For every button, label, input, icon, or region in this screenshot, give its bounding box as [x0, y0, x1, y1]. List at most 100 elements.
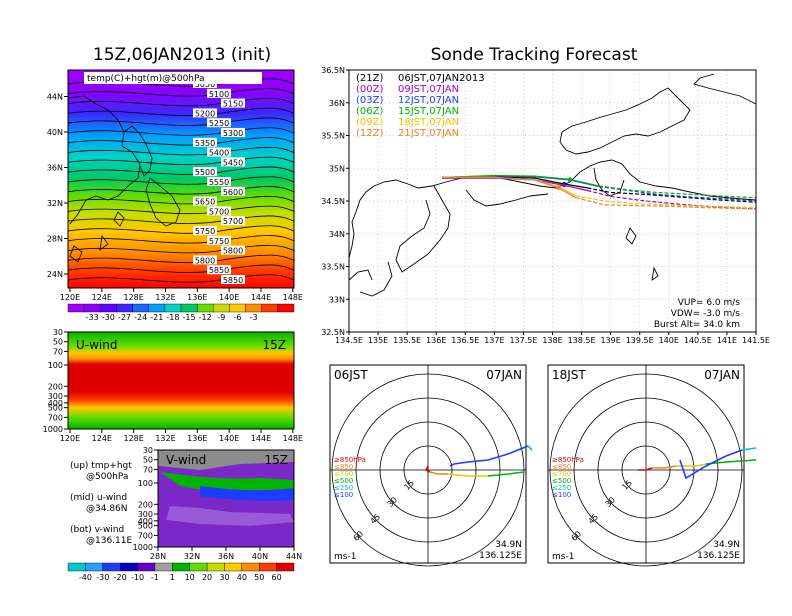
legend-time: 18JST,07JAN	[398, 117, 459, 128]
colorbar-label: 60	[272, 573, 282, 582]
y-tick-label: 100	[138, 479, 153, 488]
vwind-x-ticks: 28N 32N 36N 40N 44N	[150, 547, 302, 561]
y-tick-label: 1000	[133, 543, 153, 552]
param-burst-alt: Burst Alt= 34.0 km	[654, 320, 740, 330]
y-tick-label: 500	[48, 404, 63, 413]
colorbar-swatch	[116, 303, 133, 313]
contour-label: 5500	[195, 168, 215, 177]
colorbar-label: 50	[254, 573, 264, 582]
hodo-time: 06JST	[334, 368, 368, 382]
hodo-legend-item: ≤850	[552, 463, 571, 471]
track-line-descent	[598, 186, 757, 202]
legend-code: (00Z)	[356, 84, 383, 95]
y-tick-label: 400	[48, 399, 63, 408]
wind-colorbar: -40 -30 -20 -10 -1 1 10 20 30 40 50 60	[67, 562, 295, 582]
note-up-1: (up) tmp+hgt	[70, 461, 132, 471]
hodo-legend-item: ≤500	[334, 477, 353, 485]
contour-label: 5800	[223, 247, 243, 256]
map500-label: temp(C)+hgt(m)@500hPa	[87, 74, 205, 84]
contour-label: 5750	[195, 227, 215, 236]
y-tick-label: 24N	[47, 270, 63, 279]
legend-time: 06JST,07JAN2013	[398, 73, 485, 84]
colorbar-swatch	[119, 562, 138, 572]
colorbar-swatch	[224, 562, 243, 572]
y-tick-label: 200	[138, 500, 153, 509]
x-tick-label: 28N	[150, 552, 166, 561]
x-tick-label: 136E	[426, 336, 446, 345]
y-tick-label: 32N	[47, 199, 63, 208]
hodo-lat: 34.9N	[495, 540, 522, 550]
colorbar-label: 1	[170, 573, 175, 582]
y-tick-label: 34N	[329, 230, 345, 239]
y-tick-label: 33.5N	[321, 263, 345, 272]
colorbar-swatch	[241, 562, 260, 572]
hodo-label-bg	[478, 367, 524, 381]
y-tick-label: 1000	[43, 425, 63, 434]
contour-label-bg	[207, 177, 231, 186]
legend-code: (03Z)	[356, 95, 383, 106]
contour-label-bg	[193, 108, 217, 118]
temperature-colorbar: -33 -30 -27 -24 -21 -18 -15 -12 -9 -6 -3	[67, 303, 295, 322]
note-mid-1: (mid) u-wind	[70, 493, 127, 503]
track-lines	[441, 174, 757, 210]
colorbar-swatch	[148, 303, 166, 313]
colorbar-label: -12	[199, 313, 212, 322]
x-tick-label: 140E	[659, 336, 679, 345]
colorbar-label: -40	[79, 573, 92, 582]
hodo-legend-item: ≤250	[552, 484, 571, 492]
colorbar-label: -15	[183, 313, 196, 322]
hodo-legend-item: ≤700	[552, 470, 571, 478]
contour-label: 5250	[209, 119, 229, 128]
x-tick-label: 138E	[542, 336, 562, 345]
contour-label-bg	[193, 226, 217, 235]
burst-point	[567, 177, 572, 182]
x-tick-label: 134.5E	[335, 336, 363, 345]
contour-label: 5850	[209, 266, 229, 275]
param-vdw: VDW= -3.0 m/s	[671, 309, 741, 319]
contour-label: 5200	[195, 109, 215, 118]
y-tick-label: 70	[143, 465, 153, 474]
colorbar-label: -3	[250, 313, 258, 322]
x-tick-label: 140E	[219, 293, 239, 302]
x-tick-label: 141E	[717, 336, 737, 345]
map500-coastline	[67, 95, 181, 263]
colorbar-swatch	[180, 303, 198, 313]
init-title: 15Z,06JAN2013 (init)	[93, 45, 271, 65]
colorbar-label: 30	[219, 573, 229, 582]
colorbar-swatch	[229, 303, 246, 313]
x-tick-label: 128E	[123, 293, 143, 302]
x-tick-label: 144E	[251, 434, 271, 443]
x-tick-label: 140E	[219, 434, 239, 443]
legend-time: 15JST,07JAN	[398, 106, 459, 117]
y-tick-label: 300	[138, 510, 153, 519]
track-line-ascent	[441, 174, 600, 187]
y-tick-label: 50	[53, 338, 63, 347]
contour-label-bg	[221, 128, 245, 137]
colorbar-swatch	[277, 303, 295, 313]
colorbar-label: -30	[96, 573, 109, 582]
hodo-legend-item: ≤250	[334, 484, 353, 492]
hodo-time: 18JST	[552, 368, 586, 382]
x-tick-label: 32N	[184, 552, 200, 561]
y-tick-label: 500	[138, 522, 153, 531]
colorbar-label: -21	[150, 313, 163, 322]
contour-label-bg	[221, 245, 245, 255]
colorbar-label: -10	[131, 573, 144, 582]
legend-time: 12JST,07JAN	[398, 95, 459, 106]
x-tick-label: 141.5E	[742, 336, 770, 345]
x-tick-label: 136E	[187, 293, 207, 302]
hodo-legend-item: ≥850hPa	[552, 456, 584, 464]
hodo-trace	[447, 473, 488, 477]
legend-code: (06Z)	[356, 106, 383, 117]
legend-code: (21Z)	[356, 73, 383, 84]
track-line-descent	[575, 195, 757, 209]
height-contour	[67, 156, 295, 166]
x-tick-label: 140.5E	[684, 336, 712, 345]
contour-label: 5650	[195, 198, 215, 207]
colorbar-label: -20	[114, 573, 127, 582]
colorbar-swatch	[213, 303, 230, 313]
x-tick-label: 138.5E	[568, 336, 596, 345]
burst-point	[556, 185, 561, 190]
